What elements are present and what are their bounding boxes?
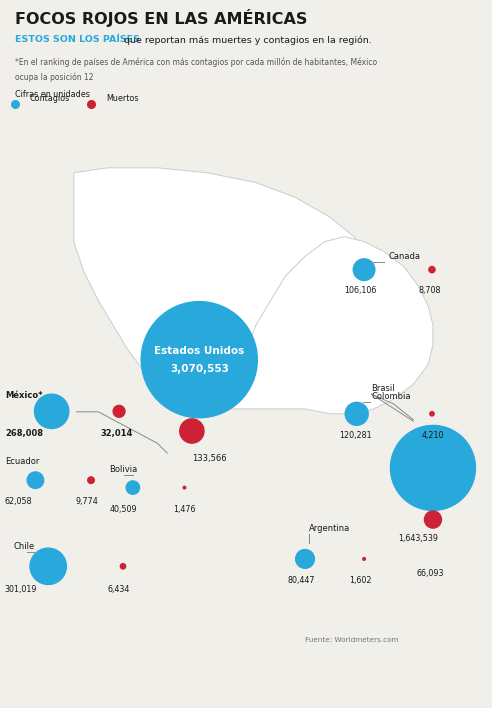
Text: 9,774: 9,774 (75, 498, 98, 506)
Text: Argentina: Argentina (309, 524, 350, 533)
Circle shape (113, 406, 125, 417)
Circle shape (27, 472, 44, 489)
Text: 120,281: 120,281 (339, 430, 372, 440)
Text: 1,602: 1,602 (349, 576, 372, 585)
Text: 133,566: 133,566 (192, 454, 226, 463)
Text: 106,106: 106,106 (344, 286, 377, 295)
Text: Canada: Canada (389, 252, 421, 261)
Circle shape (180, 419, 204, 443)
Text: Fuente: Worldmeters.com: Fuente: Worldmeters.com (305, 636, 399, 643)
Text: 66,093: 66,093 (417, 569, 444, 578)
Text: 62,058: 62,058 (5, 498, 32, 506)
Text: Bolivia: Bolivia (109, 465, 137, 474)
Circle shape (34, 394, 69, 428)
Circle shape (429, 266, 435, 273)
Circle shape (363, 558, 366, 560)
Text: ocupa la posición 12: ocupa la posición 12 (15, 72, 93, 82)
Circle shape (126, 481, 140, 494)
Text: Ecuador: Ecuador (5, 457, 39, 467)
Text: Chile: Chile (14, 542, 35, 551)
Text: México*: México* (5, 391, 42, 400)
Text: *En el ranking de países de América con más contagios por cada millón de habitan: *En el ranking de países de América con … (15, 57, 377, 67)
Circle shape (430, 411, 434, 416)
Text: 8,708: 8,708 (418, 286, 441, 295)
Text: Colombia: Colombia (371, 392, 411, 401)
Circle shape (121, 564, 125, 569)
Circle shape (391, 426, 475, 510)
Text: 268,008: 268,008 (5, 428, 43, 438)
Text: 40,509: 40,509 (109, 505, 137, 514)
Polygon shape (182, 236, 433, 413)
Circle shape (88, 477, 94, 484)
Text: Contagios: Contagios (30, 94, 70, 103)
Circle shape (30, 548, 66, 585)
Text: que reportan más muertes y contagios en la región.: que reportan más muertes y contagios en … (121, 35, 371, 45)
Text: Estados Unidos: Estados Unidos (154, 346, 245, 356)
Text: 6,434: 6,434 (107, 585, 129, 593)
Text: Cifras en unidades: Cifras en unidades (15, 90, 90, 99)
Circle shape (345, 402, 368, 426)
Text: ESTOS SON LOS PAÍSES: ESTOS SON LOS PAÍSES (15, 35, 140, 44)
Text: Brasil: Brasil (371, 384, 395, 393)
Text: 301,019: 301,019 (5, 585, 37, 593)
Text: 32,014: 32,014 (101, 428, 133, 438)
Circle shape (141, 302, 257, 418)
Text: FOCOS ROJOS EN LAS AMÉRICAS: FOCOS ROJOS EN LAS AMÉRICAS (15, 8, 307, 27)
Circle shape (425, 511, 441, 528)
Text: 1,643,539: 1,643,539 (399, 535, 438, 543)
Circle shape (183, 486, 186, 489)
Text: 4,210: 4,210 (422, 430, 444, 440)
Text: 3,070,553: 3,070,553 (170, 363, 229, 374)
Circle shape (353, 259, 375, 280)
Circle shape (296, 549, 314, 569)
Polygon shape (74, 168, 369, 409)
Text: 1,476: 1,476 (173, 505, 196, 514)
Text: Muertos: Muertos (106, 94, 138, 103)
Text: 80,447: 80,447 (288, 576, 315, 585)
